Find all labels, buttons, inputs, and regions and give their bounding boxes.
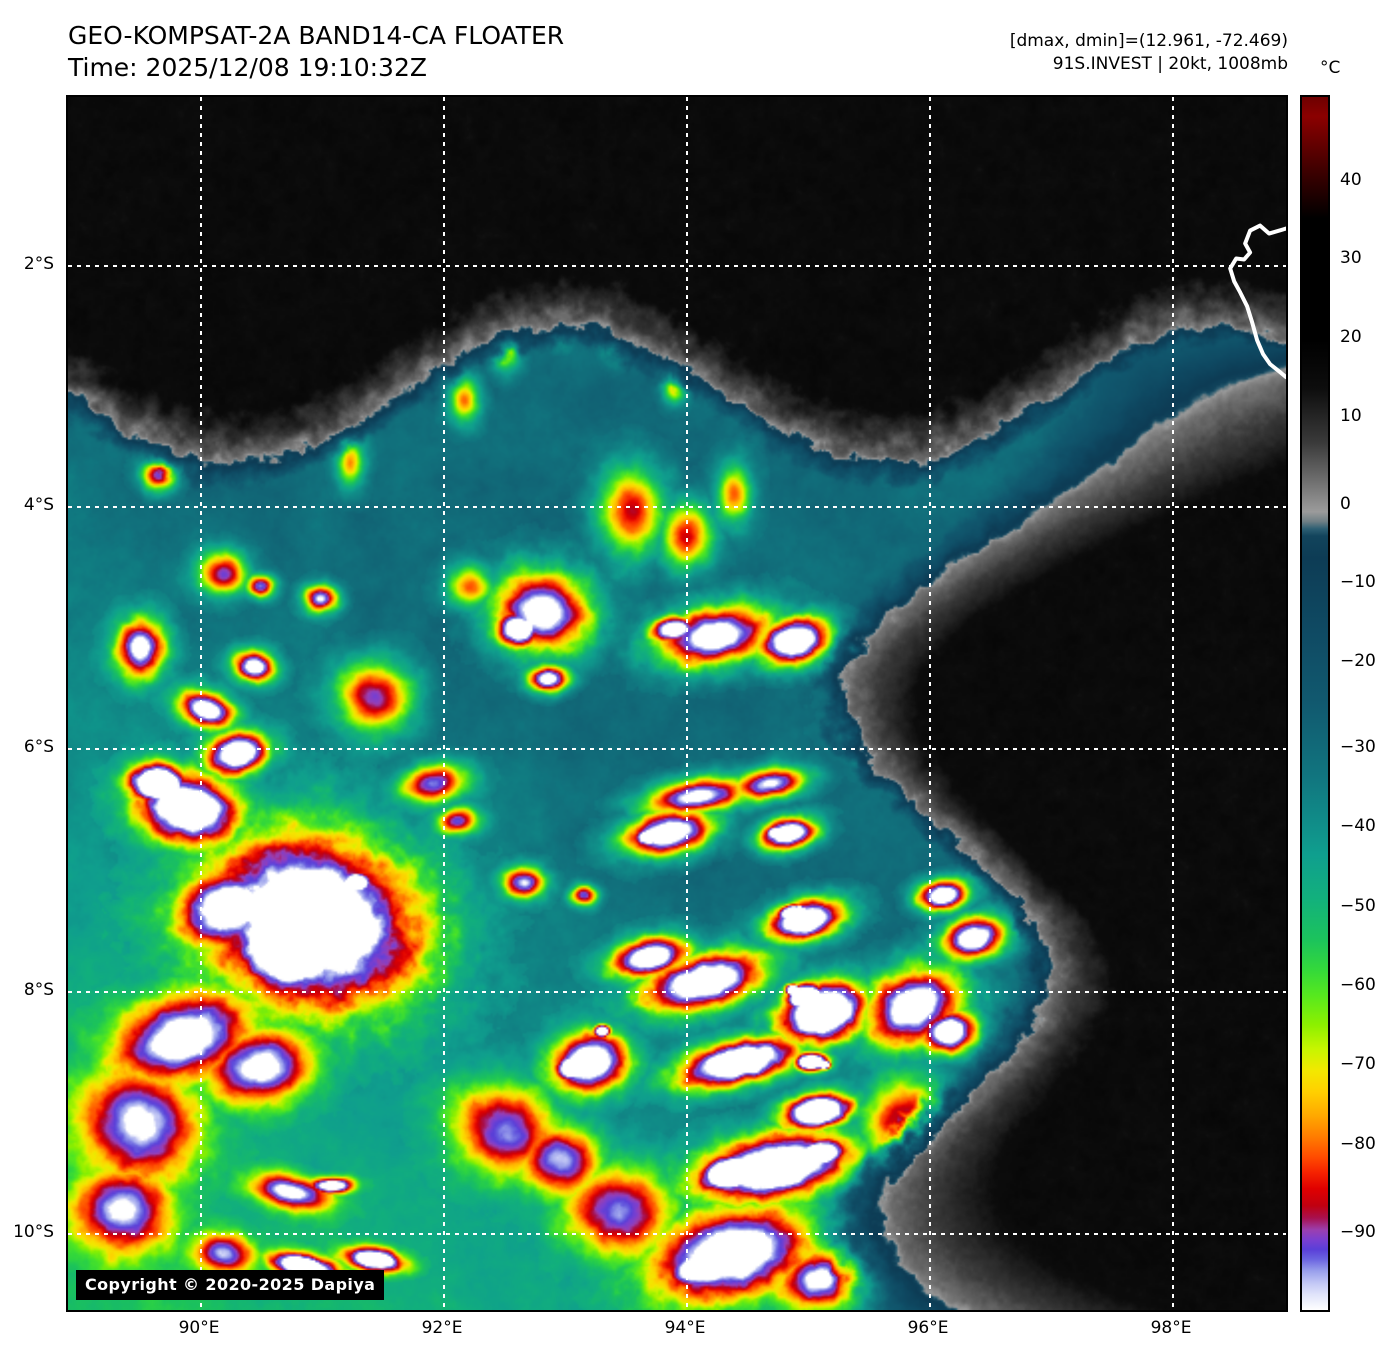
colorbar-tick-40: 40	[1340, 170, 1362, 190]
copyright-badge: Copyright © 2020-2025 Dapiya	[76, 1270, 385, 1300]
dmax-dmin-label: [dmax, dmin]=(12.961, -72.469)	[1009, 31, 1288, 51]
colorbar-tick-m60: −60	[1340, 975, 1376, 995]
ytick-label-2s: 2°S	[23, 254, 54, 274]
title-product-line: GEO-KOMPSAT-2A BAND14-CA FLOATER	[68, 21, 565, 50]
colorbar-unit-label: °C	[1320, 58, 1341, 78]
storm-info-label: 91S.INVEST | 20kt, 1008mb	[1052, 54, 1288, 74]
colorbar-tick-0: 0	[1340, 494, 1351, 514]
colorbar-gradient	[1300, 95, 1330, 1312]
ytick-label-10s: 10°S	[13, 1222, 54, 1242]
colorbar-tick-10: 10	[1340, 406, 1362, 426]
colorbar-tick-m90: −90	[1340, 1222, 1376, 1242]
satellite-image-plot[interactable]: Copyright © 2020-2025 Dapiya	[66, 95, 1288, 1312]
colorbar-tick-20: 20	[1340, 327, 1362, 347]
colorbar-tick-m20: −20	[1340, 651, 1376, 671]
xtick-label-94e: 94°E	[664, 1318, 706, 1338]
xtick-label-92e: 92°E	[421, 1318, 463, 1338]
colorbar-tick-m30: −30	[1340, 737, 1376, 757]
xtick-label-98e: 98°E	[1150, 1318, 1192, 1338]
xtick-label-90e: 90°E	[178, 1318, 220, 1338]
page-title: GEO-KOMPSAT-2A BAND14-CA FLOATER Time: 2…	[68, 20, 768, 84]
colorbar-tick-m10: −10	[1340, 572, 1376, 592]
ytick-label-6s: 6°S	[23, 737, 54, 757]
xtick-label-96e: 96°E	[907, 1318, 949, 1338]
colorbar-tick-m40: −40	[1340, 816, 1376, 836]
colorbar-tick-m50: −50	[1340, 896, 1376, 916]
header-metadata: [dmax, dmin]=(12.961, -72.469) 91S.INVES…	[1010, 30, 1288, 76]
colorbar-tick-m70: −70	[1340, 1054, 1376, 1074]
temperature-colorbar[interactable]	[1300, 95, 1330, 1312]
ytick-label-8s: 8°S	[23, 980, 54, 1000]
colorbar-tick-30: 30	[1340, 248, 1362, 268]
title-time-line: Time: 2025/12/08 19:10:32Z	[68, 53, 427, 82]
colorbar-tick-m80: −80	[1340, 1134, 1376, 1154]
infrared-satellite-raster	[68, 97, 1286, 1310]
ytick-label-4s: 4°S	[23, 495, 54, 515]
